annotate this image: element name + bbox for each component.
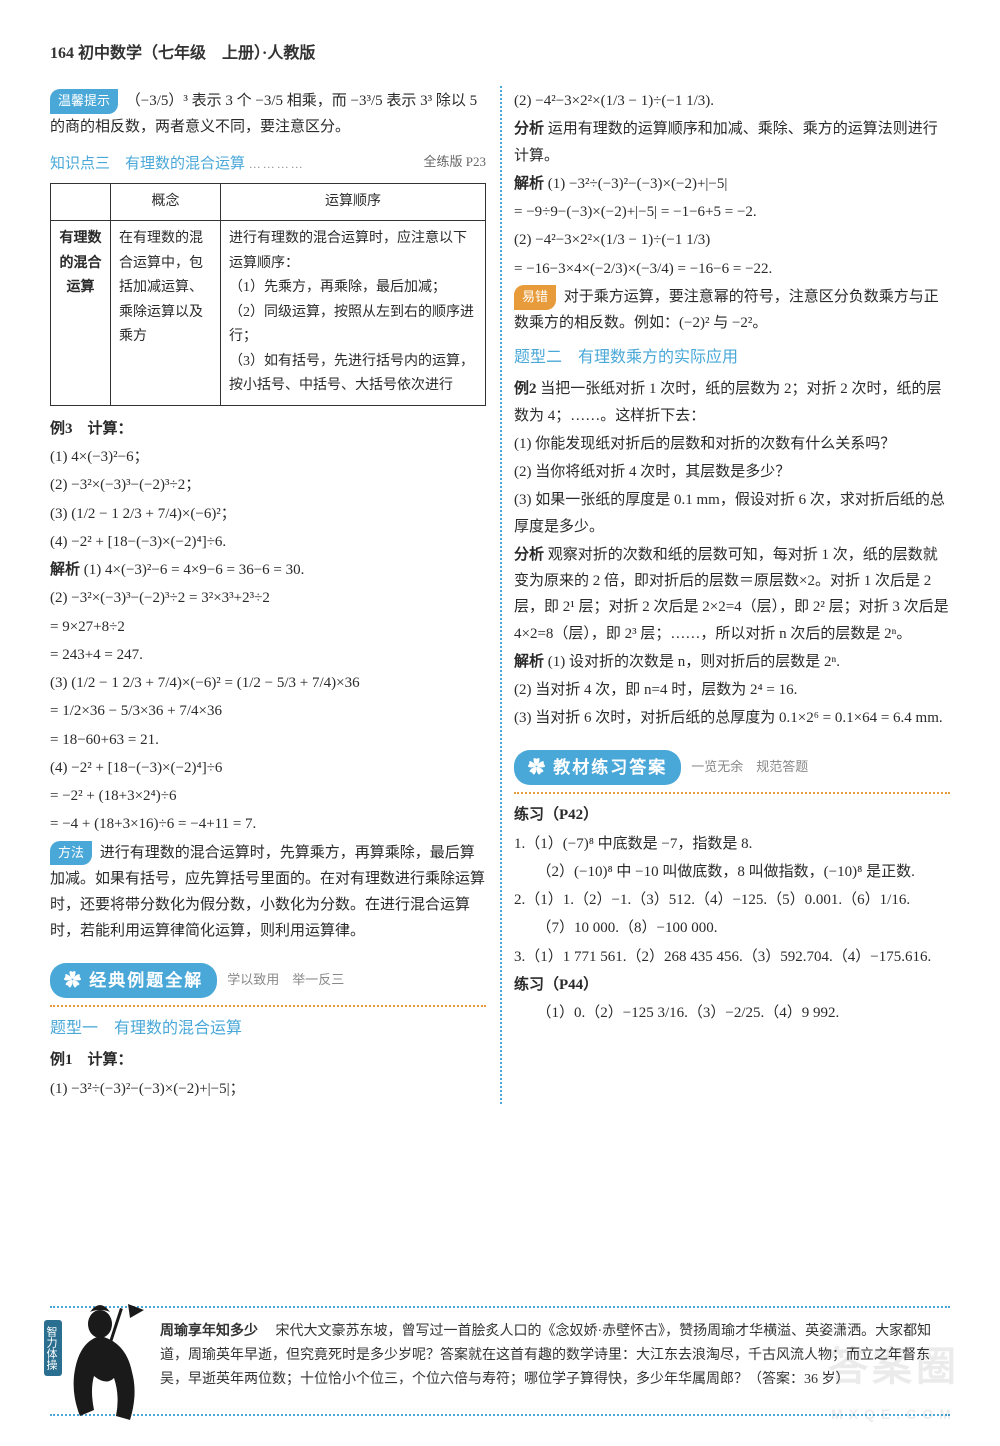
ex3-item-4: (4) −2² + [18−(−3)×(−2)⁴]÷6. (50, 529, 486, 555)
watermark-main: 答案圈 (828, 1345, 960, 1389)
ex3-sol-4: (3) (1/2 − 1 2/3 + 7/4)×(−6)² = (1/2 − 5… (50, 670, 486, 696)
ex2-label: 例2 (514, 381, 537, 397)
answers-sub: 一览无余 规范答题 (691, 756, 808, 779)
page-header: 164 初中数学（七年级 上册）·人教版 (50, 40, 950, 68)
footer-title: 周瑜享年知多少 (160, 1324, 258, 1339)
sol-2: (2) −4²−3×2²×(1/3 − 1)÷(−1 1/3) (514, 227, 950, 253)
banner-pill: ✿ 经典例题全解 (50, 963, 217, 999)
two-column-layout: 温馨提示 （−3/5）³ 表示 3 个 −3/5 相乘，而 −3³/5 表示 3… (50, 86, 950, 1104)
p42-2: 2.（1）1.（2）−1.（3）512.（4）−125.（5）0.001.（6）… (514, 887, 950, 913)
sol-label: 解析 (514, 176, 544, 192)
ex2-body: 当把一张纸对折 1 次时，纸的层数为 2；对折 2 次时，纸的层数为 4；……。… (514, 381, 942, 423)
p42-4: 3.（1）1 771 561.（2）268 435 456.（3）592.704… (514, 944, 950, 970)
p44-label: 练习（P44） (514, 972, 950, 998)
knowledge-label: 知识点三 有理数的混合运算 (50, 156, 245, 172)
knowledge-table: 概念 运算顺序 有理数的混合运算 在有理数的混合运算中，包括加减运算、乘除运算以… (50, 183, 486, 406)
ex3-sol-7: (4) −2² + [18−(−3)×(−2)⁴]÷6 (50, 755, 486, 781)
warn-note: 易错 对于乘方运算，要注意幂的符号，注意区分负数乘方与正数乘方的相反数。例如：(… (514, 284, 950, 337)
footer-story: 智力体操 周瑜享年知多少 宋代大文豪苏东坡，曾写过一首脍炙人口的《念奴娇·赤壁怀… (50, 1306, 950, 1416)
topic1-title: 题型一 有理数的混合运算 (50, 1015, 486, 1043)
ex1-analysis: 分析 运用有理数的运算顺序和加减、乘除、乘方的运算法则进行计算。 (514, 116, 950, 169)
th-blank (51, 183, 111, 221)
knowledge-heading: 知识点三 有理数的混合运算 ………… 全练版 P23 (50, 151, 486, 177)
cell-order: 进行有理数的混合运算时，应注意以下运算顺序： （1）先乘方，再乘除，最后加减； … (221, 221, 486, 406)
banner-wave (50, 1004, 486, 1007)
ex2-sol-label: 解析 (514, 654, 544, 670)
p42-0: 1.（1）(−7)⁸ 中底数是 −7，指数是 8. (514, 831, 950, 857)
ex3-item-2: (2) −3²×(−3)³−(−2)³÷2； (50, 472, 486, 498)
watermark-sub: MXQE.COM (828, 1402, 960, 1427)
footer-body: 宋代大文豪苏东坡，曾写过一首脍炙人口的《念奴娇·赤壁怀古》，赞扬周瑜才华横溢、英… (160, 1324, 931, 1387)
ex1-line: (1) −3²÷(−3)²−(−3)×(−2)+|−5|； (50, 1076, 486, 1102)
ex3-sol-2: = 9×27+8÷2 (50, 614, 486, 640)
ex2-sol-2: (3) 当对折 6 次时，对折后纸的总厚度为 0.1×2⁶ = 0.1×64 =… (514, 705, 950, 731)
banner-sub: 学以致用 举一反三 (227, 969, 344, 992)
ex3-item-1: (1) 4×(−3)²−6； (50, 444, 486, 470)
ex3-sol-8: = −2² + (18+3×2⁴)÷6 (50, 783, 486, 809)
ex3-sol-1: (2) −3²×(−3)³−(−2)³÷2 = 3²×3³+2³÷2 (50, 585, 486, 611)
answers-pill: ✿ 教材练习答案 (514, 750, 681, 786)
answers-title: 教材练习答案 (553, 758, 667, 777)
ex2-analysis-label: 分析 (514, 547, 544, 563)
ex3-sol: 解析 (1) 4×(−3)²−6 = 4×9−6 = 36−6 = 30. (50, 557, 486, 583)
p44-line: （1）0.（2）−125 3/16.（3）−2/25.（4）9 992. (514, 1000, 950, 1026)
analysis-label: 分析 (514, 121, 544, 137)
ex3-sol-9: = −4 + (18+3×16)÷6 = −4+11 = 7. (50, 811, 486, 837)
ex3-sol-label: 解析 (50, 562, 80, 578)
page-title: 初中数学（七年级 上册）·人教版 (78, 45, 315, 62)
knowledge-ref: 全练版 P23 (424, 151, 486, 174)
row-label: 有理数的混合运算 (51, 221, 111, 406)
ex1-sol: 解析 (1) −3²÷(−3)²−(−3)×(−2)+|−5| (514, 171, 950, 197)
distinguish-note: 温馨提示 （−3/5）³ 表示 3 个 −3/5 相乘，而 −3³/5 表示 3… (50, 88, 486, 141)
ex2-q1: (1) 你能发现纸对折后的层数和对折的次数有什么关系吗？ (514, 431, 950, 457)
ex2-sol-0: (1) 设对折的次数是 n，则对折后的层数是 2ⁿ. (548, 654, 840, 670)
banner-title: 经典例题全解 (89, 971, 203, 990)
ex2-analysis: 分析 观察对折的次数和纸的层数可知，每对折 1 次，纸的层数就变为原来的 2 倍… (514, 542, 950, 647)
dotline: ………… (249, 157, 305, 171)
example3-label: 例3 计算： (50, 416, 486, 442)
ex3-sol-5: = 1/2×36 − 5/3×36 + 7/4×36 (50, 698, 486, 724)
method-text: 进行有理数的混合运算时，先算乘方，再算乘除，最后算加减。如果有括号，应先算括号里… (50, 845, 485, 940)
ex2-analysis-text: 观察对折的次数和纸的层数可知，每对折 1 次，纸的层数就变为原来的 2 倍，即对… (514, 547, 949, 642)
example1-label: 例1 计算： (50, 1047, 486, 1073)
footer-text: 周瑜享年知多少 宋代大文豪苏东坡，曾写过一首脍炙人口的《念奴娇·赤壁怀古》，赞扬… (160, 1320, 940, 1391)
cell-concept: 在有理数的混合运算中，包括加减运算、乘除运算以及乘方 (111, 221, 221, 406)
p42-1: （2）(−10)⁸ 中 −10 叫做底数，8 叫做指数，(−10)⁸ 是正数. (514, 859, 950, 885)
example2: 例2 当把一张纸对折 1 次时，纸的层数为 2；对折 2 次时，纸的层数为 4；… (514, 376, 950, 429)
p42-label: 练习（P42） (514, 802, 950, 828)
th-order: 运算顺序 (221, 183, 486, 221)
sol-1: = −9÷9−(−3)×(−2)+|−5| = −1−6+5 = −2. (514, 199, 950, 225)
answers-banner: ✿ 教材练习答案 一览无余 规范答题 (514, 750, 950, 786)
topic2-title: 题型二 有理数乘方的实际应用 (514, 344, 950, 372)
tip-tag: 温馨提示 (50, 89, 118, 114)
ex2-sol-1: (2) 当对折 4 次，即 n=4 时，层数为 2⁴ = 16. (514, 677, 950, 703)
page-number: 164 (50, 45, 74, 62)
ex2-q3: (3) 如果一张纸的厚度是 0.1 mm，假设对折 6 次，求对折后纸的总厚度是… (514, 487, 950, 540)
sol-3: = −16−3×4×(−2/3)×(−3/4) = −16−6 = −22. (514, 256, 950, 282)
method-tag: 方法 (50, 841, 92, 866)
answers-wave (514, 791, 950, 794)
column-divider (500, 86, 502, 1104)
right-column: (2) −4²−3×2²×(1/3 − 1)÷(−1 1/3). 分析 运用有理… (500, 86, 950, 1104)
p42-3: （7）10 000.（8）−100 000. (514, 915, 950, 941)
warn-tag: 易错 (514, 285, 556, 310)
ex3-sol-0: (1) 4×(−3)²−6 = 4×9−6 = 36−6 = 30. (84, 562, 305, 578)
th-concept: 概念 (111, 183, 221, 221)
ex2-q2: (2) 当你将纸对折 4 次时，其层数是多少？ (514, 459, 950, 485)
sol-0: (1) −3²÷(−3)²−(−3)×(−2)+|−5| (548, 176, 728, 192)
ex3-sol-3: = 243+4 = 247. (50, 642, 486, 668)
warn-text: 对于乘方运算，要注意幂的符号，注意区分负数乘方与正数乘方的相反数。例如：(−2)… (514, 289, 939, 331)
examples-banner: ✿ 经典例题全解 学以致用 举一反三 (50, 963, 486, 999)
ex1-cont: (2) −4²−3×2²×(1/3 − 1)÷(−1 1/3). (514, 88, 950, 114)
left-column: 温馨提示 （−3/5）³ 表示 3 个 −3/5 相乘，而 −3³/5 表示 3… (50, 86, 500, 1104)
ex3-item-3: (3) (1/2 − 1 2/3 + 7/4)×(−6)²； (50, 501, 486, 527)
ex2-sol: 解析 (1) 设对折的次数是 n，则对折后的层数是 2ⁿ. (514, 649, 950, 675)
warrior-icon (50, 1302, 150, 1422)
watermark: 答案圈 MXQE.COM (828, 1332, 960, 1427)
ex3-sol-6: = 18−60+63 = 21. (50, 727, 486, 753)
method-tip: 方法 进行有理数的混合运算时，先算乘方，再算乘除，最后算加减。如果有括号，应先算… (50, 840, 486, 945)
analysis-text: 运用有理数的运算顺序和加减、乘除、乘方的运算法则进行计算。 (514, 121, 938, 163)
